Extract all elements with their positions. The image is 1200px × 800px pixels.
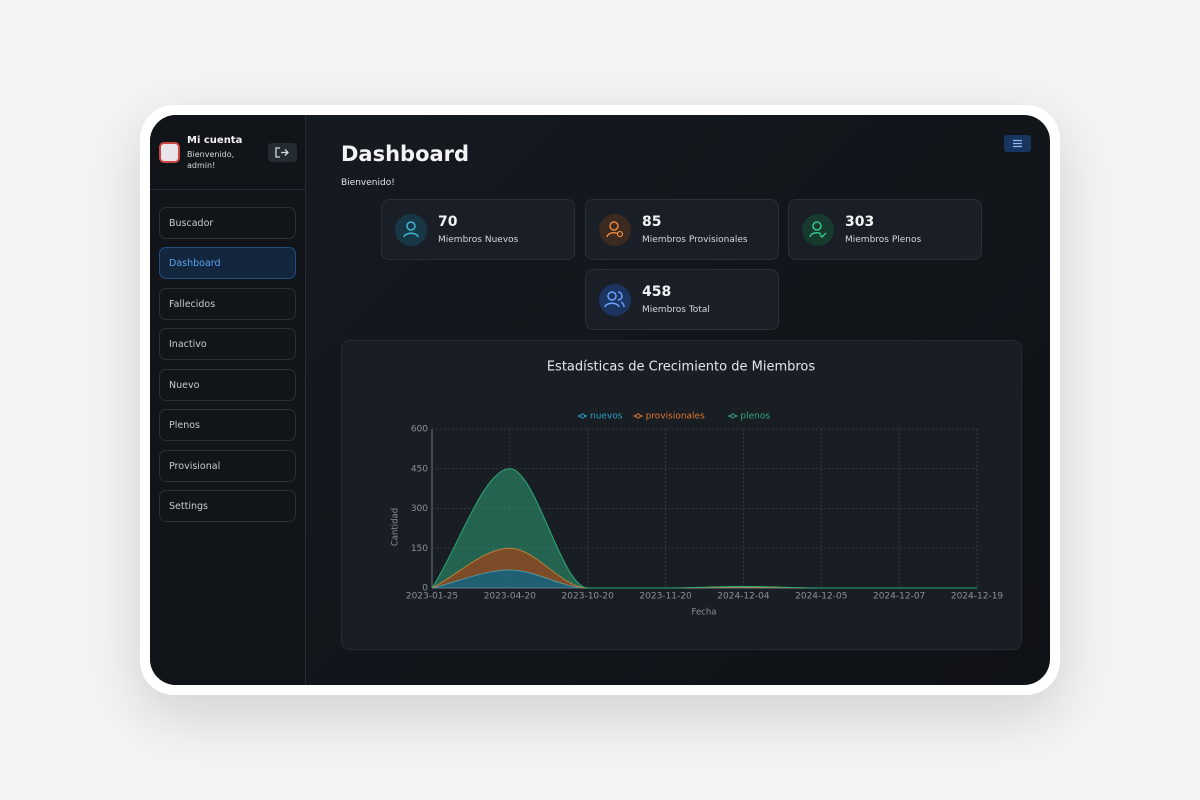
nav-item[interactable]: Settings	[159, 490, 296, 522]
legend-label: nuevos	[590, 412, 623, 422]
card-icon	[395, 214, 427, 246]
card-label: Miembros Nuevos	[438, 235, 519, 245]
nav-item[interactable]: Fallecidos	[159, 288, 296, 320]
card-icon	[802, 214, 834, 246]
divider	[150, 189, 306, 190]
nav-item[interactable]: Nuevo	[159, 369, 296, 401]
card-value: 70	[438, 214, 458, 230]
stat-card: 458 Miembros Total	[585, 269, 779, 330]
card-label: Miembros Total	[642, 305, 710, 315]
y-axis-label: Cantidad	[391, 508, 401, 546]
y-tick-label: 600	[411, 425, 428, 435]
card-value: 458	[642, 284, 672, 300]
page-subtitle: Bienvenido!	[341, 178, 395, 188]
legend-marker	[580, 413, 585, 419]
x-tick-label: 2023-10-20	[562, 592, 615, 602]
y-tick-label: 300	[411, 504, 428, 514]
card-value: 303	[845, 214, 875, 230]
nav-item[interactable]: Plenos	[159, 409, 296, 441]
x-tick-label: 2024-12-05	[795, 592, 847, 602]
logout-icon	[275, 147, 289, 158]
area	[432, 569, 977, 588]
legend-label: plenos	[740, 412, 770, 422]
page-title: Dashboard	[341, 142, 470, 166]
card-value: 85	[642, 214, 662, 230]
menu-button[interactable]	[1004, 135, 1031, 152]
sidebar: Mi cuenta Bienvenido, admin! Buscador Da…	[150, 115, 306, 685]
nav-item[interactable]: Dashboard	[159, 247, 296, 279]
area	[432, 548, 977, 588]
card-label: Miembros Plenos	[845, 235, 922, 245]
account-title: Mi cuenta	[187, 135, 243, 146]
menu-icon	[1013, 139, 1022, 148]
stat-card: 85 Miembros Provisionales	[585, 199, 779, 260]
chart-panel: Estadísticas de Crecimiento de Miembros …	[341, 340, 1022, 650]
y-tick-label: 0	[422, 584, 428, 594]
stat-card: 70 Miembros Nuevos	[381, 199, 575, 260]
nav-item[interactable]: Inactivo	[159, 328, 296, 360]
legend-marker	[635, 413, 641, 419]
x-tick-label: 2024-12-07	[873, 592, 925, 602]
logout-button[interactable]	[268, 143, 297, 162]
x-tick-label: 2024-12-19	[951, 592, 1004, 602]
legend-label: provisionales	[646, 412, 706, 422]
nav-item[interactable]: Buscador	[159, 207, 296, 239]
card-label: Miembros Provisionales	[642, 235, 748, 245]
x-tick-label: 2024-12-04	[717, 592, 770, 602]
chart-title: Estadísticas de Crecimiento de Miembros	[547, 360, 816, 375]
x-tick-label: 2023-01-25	[406, 592, 458, 602]
y-tick-label: 450	[411, 464, 428, 474]
x-axis-label: Fecha	[692, 608, 717, 618]
card-icon	[599, 214, 631, 246]
avatar	[159, 142, 180, 163]
area	[432, 468, 977, 588]
card-icon	[599, 284, 631, 316]
chart: Estadísticas de Crecimiento de Miembros …	[391, 360, 1004, 618]
screen: Mi cuenta Bienvenido, admin! Buscador Da…	[150, 115, 1050, 685]
welcome: Bienvenido, admin!	[187, 150, 235, 170]
area-line	[431, 468, 977, 589]
x-tick-label: 2023-11-20	[639, 592, 692, 602]
legend-marker	[730, 413, 736, 419]
stat-card: 303 Miembros Plenos	[788, 199, 982, 260]
nav-item[interactable]: Provisional	[159, 450, 296, 482]
x-tick-label: 2023-04-20	[484, 592, 537, 602]
y-tick-label: 150	[411, 544, 428, 554]
